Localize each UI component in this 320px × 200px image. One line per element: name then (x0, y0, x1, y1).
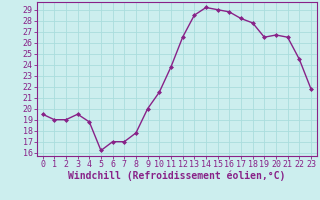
X-axis label: Windchill (Refroidissement éolien,°C): Windchill (Refroidissement éolien,°C) (68, 171, 285, 181)
